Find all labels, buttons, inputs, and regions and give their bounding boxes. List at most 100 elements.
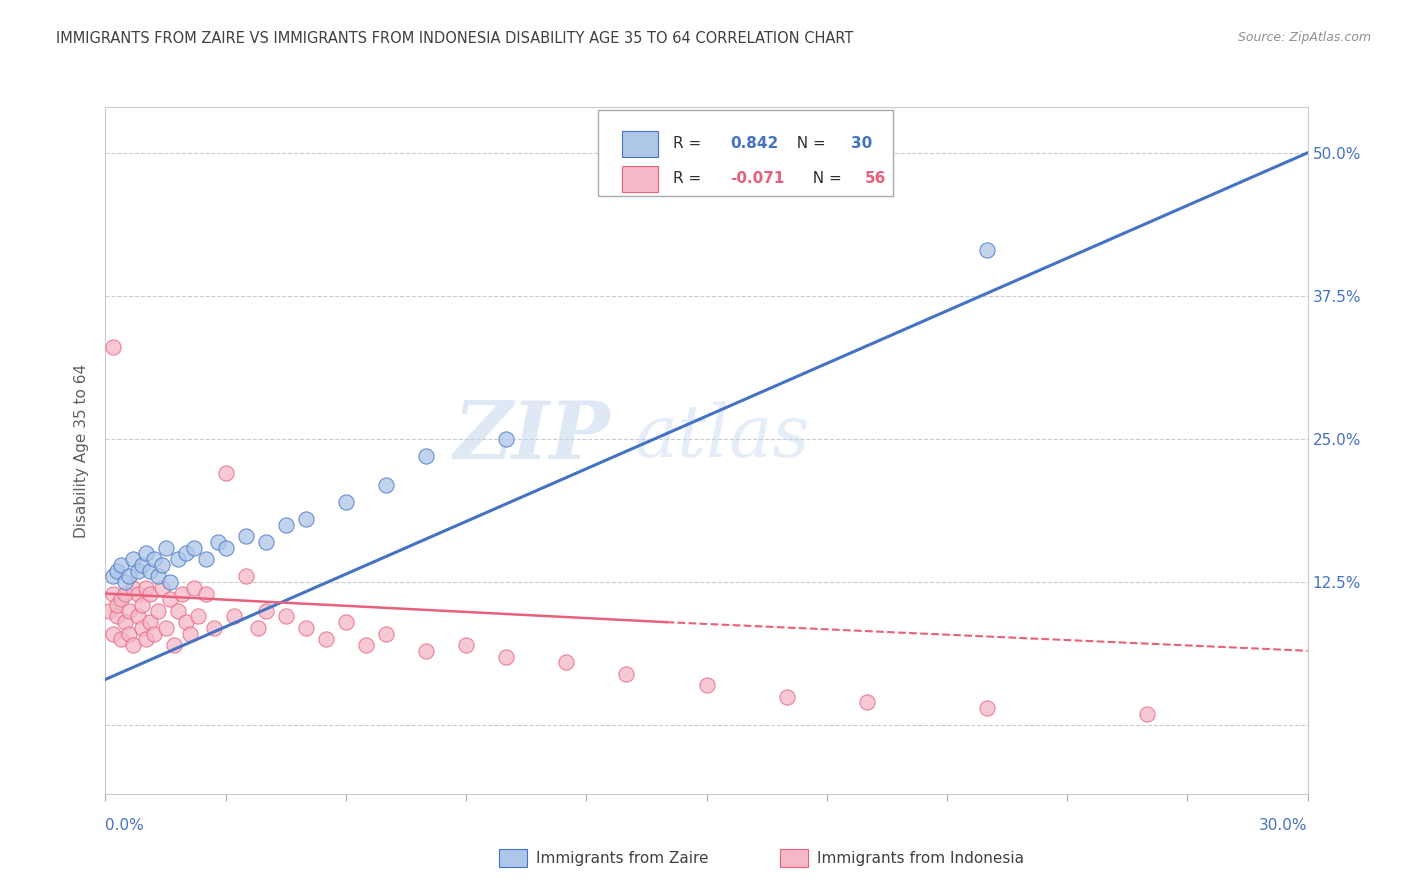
Point [235,569,257,583]
Text: 30: 30 [851,136,872,152]
Point [127,609,149,624]
Text: atlas: atlas [634,401,810,472]
FancyBboxPatch shape [623,131,658,157]
Point [374,626,398,640]
Text: 0.842: 0.842 [731,136,779,152]
Point [235,529,257,543]
Point [374,478,398,492]
Point [976,701,998,715]
Point [142,626,165,640]
Point [103,340,125,354]
Point [415,449,437,463]
Point [155,621,177,635]
Point [166,604,188,618]
Point [295,512,318,526]
Point [127,564,149,578]
Point [107,598,129,612]
Point [118,569,141,583]
Point [495,649,517,664]
FancyBboxPatch shape [623,166,658,192]
Point [315,632,337,647]
Point [146,569,169,583]
Text: -0.071: -0.071 [731,171,785,186]
Text: IMMIGRANTS FROM ZAIRE VS IMMIGRANTS FROM INDONESIA DISABILITY AGE 35 TO 64 CORRE: IMMIGRANTS FROM ZAIRE VS IMMIGRANTS FROM… [56,31,853,46]
Point [122,552,145,566]
Text: N =: N = [803,171,846,186]
Text: 56: 56 [865,171,887,186]
Point [1136,706,1159,721]
Point [555,655,578,669]
Point [114,575,136,590]
Point [174,546,197,561]
Point [162,638,184,652]
Point [696,678,718,692]
Point [107,564,129,578]
Point [354,638,377,652]
Point [107,609,129,624]
Point [142,552,165,566]
Text: Immigrants from Indonesia: Immigrants from Indonesia [817,851,1024,865]
Point [103,569,125,583]
Point [254,604,277,618]
Point [110,592,132,607]
Point [495,432,517,446]
Point [183,581,205,595]
Point [122,638,145,652]
Point [295,621,318,635]
Point [194,586,217,600]
Text: 30.0%: 30.0% [1260,818,1308,832]
Point [135,632,157,647]
Point [135,581,157,595]
Point [454,638,477,652]
Point [274,609,297,624]
Point [166,552,188,566]
Point [254,535,277,549]
Text: R =: R = [673,171,706,186]
Point [131,558,153,572]
Point [118,626,141,640]
Point [207,535,229,549]
Point [146,604,169,618]
Point [114,615,136,630]
Text: R =: R = [673,136,706,152]
Text: ZIP: ZIP [454,398,610,475]
Point [127,586,149,600]
Text: Immigrants from Zaire: Immigrants from Zaire [536,851,709,865]
Point [159,575,181,590]
Point [274,517,297,532]
Point [335,615,357,630]
Point [98,604,121,618]
Text: N =: N = [787,136,831,152]
Point [131,598,153,612]
FancyBboxPatch shape [599,111,893,196]
Point [214,541,236,555]
Point [150,581,173,595]
Y-axis label: Disability Age 35 to 64: Disability Age 35 to 64 [75,363,90,538]
Point [187,609,209,624]
Point [155,541,177,555]
Point [194,552,217,566]
Point [159,592,181,607]
Point [138,615,160,630]
Point [131,621,153,635]
Point [150,558,173,572]
Point [179,626,201,640]
Point [415,644,437,658]
Point [174,615,197,630]
Point [776,690,799,704]
Point [110,632,132,647]
Point [976,243,998,257]
Point [170,586,193,600]
Point [103,586,125,600]
Point [855,695,877,709]
Point [103,626,125,640]
Point [335,495,357,509]
Point [135,546,157,561]
Point [202,621,225,635]
Text: Source: ZipAtlas.com: Source: ZipAtlas.com [1237,31,1371,45]
Point [114,586,136,600]
Point [214,467,236,481]
Point [110,558,132,572]
Point [183,541,205,555]
Point [246,621,269,635]
